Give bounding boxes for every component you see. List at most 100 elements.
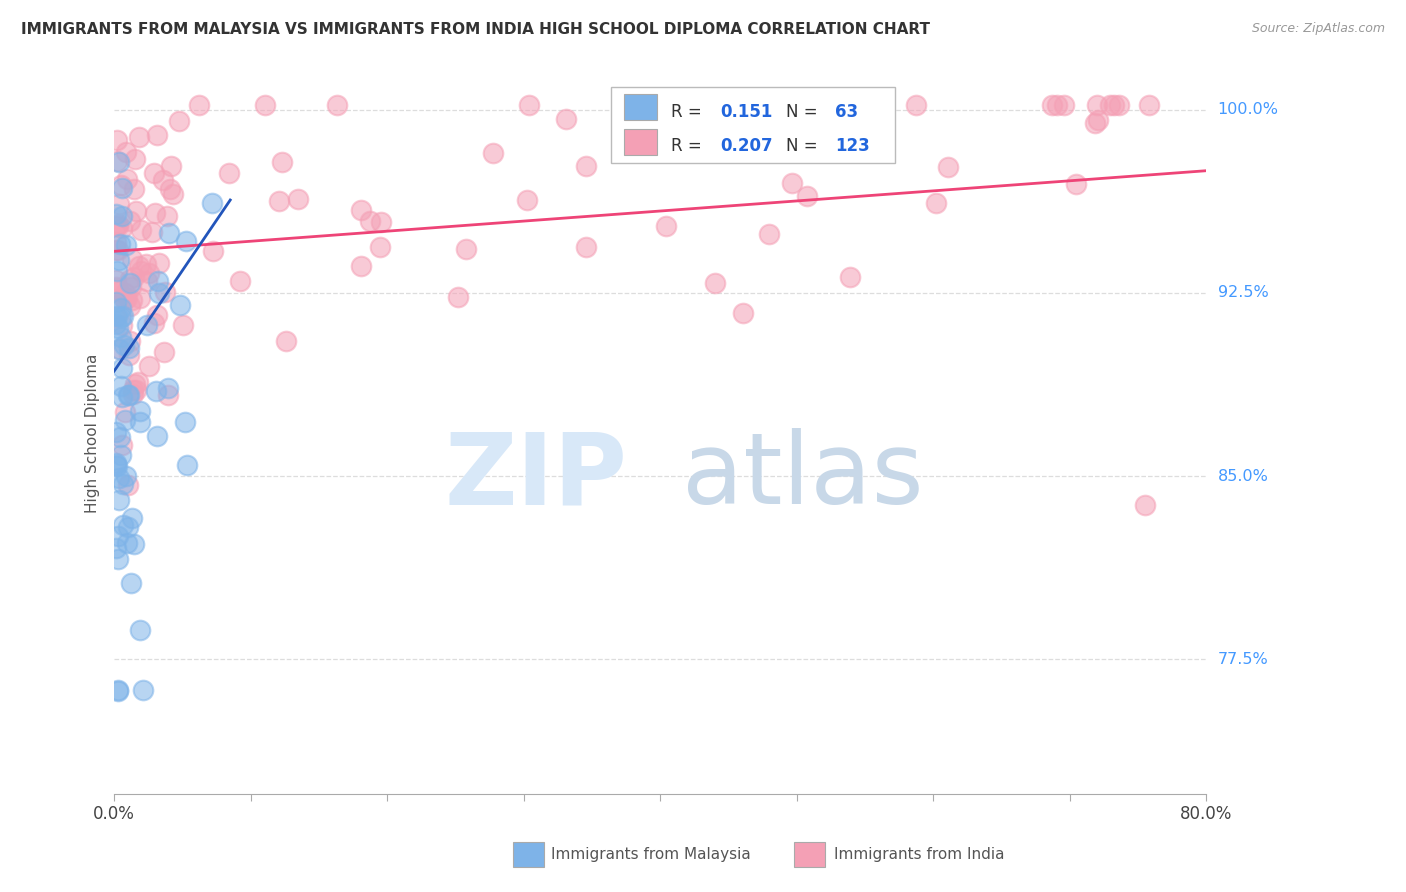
Point xyxy=(1084,115,1107,129)
Point xyxy=(142,316,165,330)
Text: 92.5%: 92.5% xyxy=(1218,285,1268,301)
Point xyxy=(110,221,132,235)
Point xyxy=(141,226,163,240)
Point xyxy=(169,298,191,312)
Point xyxy=(122,181,145,195)
Point xyxy=(118,214,141,228)
Point xyxy=(111,180,134,194)
Point xyxy=(108,154,131,169)
Point xyxy=(145,384,167,399)
Point xyxy=(108,430,131,444)
Point xyxy=(115,145,138,160)
Point xyxy=(1053,97,1076,112)
Point xyxy=(218,166,240,180)
Point xyxy=(108,284,131,298)
Point xyxy=(110,237,132,252)
Point xyxy=(110,310,132,324)
Point xyxy=(516,193,538,207)
Point xyxy=(146,308,169,322)
Point xyxy=(127,375,149,389)
Text: Immigrants from India: Immigrants from India xyxy=(834,847,1004,862)
Text: R =: R = xyxy=(671,137,707,155)
Point xyxy=(143,206,166,220)
Point xyxy=(159,159,181,173)
Point xyxy=(174,235,197,249)
Point xyxy=(118,271,141,285)
Point xyxy=(104,243,127,257)
Point xyxy=(129,404,152,418)
Text: atlas: atlas xyxy=(682,428,924,525)
Point xyxy=(673,97,696,112)
Point xyxy=(156,388,179,402)
Point xyxy=(104,317,127,331)
Point xyxy=(159,182,181,196)
Point xyxy=(142,166,165,180)
Point xyxy=(107,243,129,257)
Point xyxy=(173,415,195,429)
Point xyxy=(938,160,960,174)
Point xyxy=(104,425,127,439)
Point xyxy=(1133,499,1156,513)
Point xyxy=(748,97,770,112)
Point xyxy=(132,683,155,698)
Point xyxy=(838,269,860,284)
Point xyxy=(575,159,598,173)
Point xyxy=(202,244,225,258)
Point xyxy=(115,536,138,550)
Point xyxy=(370,214,392,228)
Point xyxy=(120,575,142,590)
Point xyxy=(201,196,224,211)
Point xyxy=(775,97,797,112)
Point xyxy=(128,259,150,273)
Point xyxy=(110,360,132,375)
Point xyxy=(1085,97,1108,112)
Point xyxy=(575,240,598,254)
Point xyxy=(124,152,146,166)
Point xyxy=(482,146,505,161)
Point xyxy=(111,438,134,452)
Point xyxy=(359,214,381,228)
Point xyxy=(136,318,159,332)
Text: IMMIGRANTS FROM MALAYSIA VS IMMIGRANTS FROM INDIA HIGH SCHOOL DIPLOMA CORRELATIO: IMMIGRANTS FROM MALAYSIA VS IMMIGRANTS F… xyxy=(21,22,931,37)
Text: N =: N = xyxy=(786,103,823,120)
Point xyxy=(129,223,152,237)
Point xyxy=(104,458,127,473)
Point xyxy=(105,459,128,474)
Text: 85.0%: 85.0% xyxy=(1218,468,1268,483)
Point xyxy=(153,285,176,300)
Point xyxy=(111,310,134,324)
Y-axis label: High School Diploma: High School Diploma xyxy=(86,353,100,513)
Point xyxy=(105,264,128,278)
Point xyxy=(156,209,179,223)
Point xyxy=(107,217,129,231)
Point xyxy=(129,623,152,637)
Point xyxy=(120,276,142,290)
Point xyxy=(121,511,143,525)
Point xyxy=(104,280,127,294)
Point xyxy=(1087,113,1109,128)
Point xyxy=(124,377,146,392)
Point xyxy=(129,264,152,278)
Point xyxy=(110,178,132,193)
Point xyxy=(105,154,128,169)
Point xyxy=(104,219,127,234)
Point xyxy=(118,348,141,362)
Point xyxy=(108,493,131,508)
Point xyxy=(1108,97,1130,112)
Point xyxy=(148,285,170,300)
Point xyxy=(228,274,250,288)
Text: N =: N = xyxy=(786,137,823,155)
Point xyxy=(672,97,695,112)
Point xyxy=(1040,97,1063,112)
Point xyxy=(115,172,138,186)
Point xyxy=(727,130,749,145)
Point xyxy=(110,342,132,356)
Point xyxy=(454,242,477,256)
Point xyxy=(104,295,127,310)
Text: 0.207: 0.207 xyxy=(720,137,773,155)
Point xyxy=(112,517,135,532)
Point xyxy=(1137,97,1160,112)
Point xyxy=(271,155,294,169)
Point xyxy=(108,471,131,485)
Point xyxy=(104,310,127,325)
